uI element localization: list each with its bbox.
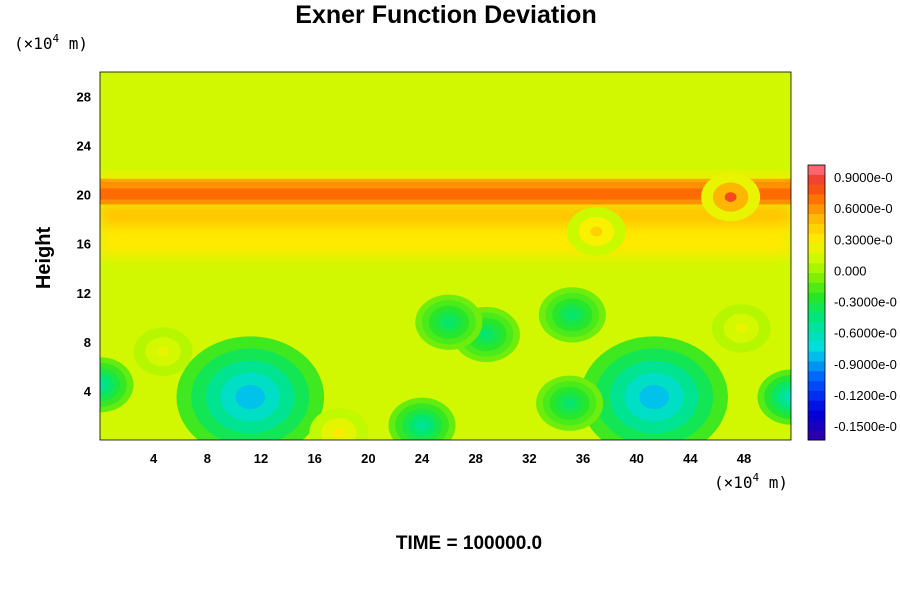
x-tick-label: 40 <box>629 451 643 466</box>
colorbar-swatch <box>808 263 825 274</box>
colorbar-swatch <box>808 400 825 412</box>
colorbar-swatch <box>808 292 825 303</box>
low-center <box>580 336 728 440</box>
colorbar-swatch <box>808 371 825 382</box>
y-tick-label: 28 <box>77 90 91 105</box>
colorbar-swatch <box>808 282 825 294</box>
upper-band-edge <box>100 172 791 179</box>
x-tick-labels: 4 8 12 16 20 24 28 32 36 40 44 48 <box>150 451 751 466</box>
colorbar-swatch <box>808 223 825 235</box>
colorbar-swatch <box>808 214 825 225</box>
high-center <box>701 172 761 222</box>
x-tick-label: 20 <box>361 451 375 466</box>
x-tick-label: 36 <box>576 451 590 466</box>
low-center <box>757 369 791 425</box>
x-tick-label: 24 <box>415 451 430 466</box>
colorbar-swatch <box>808 273 825 284</box>
time-label: TIME = 100000.0 <box>396 533 542 554</box>
colorbar-swatch <box>808 174 825 186</box>
y-axis-label: Height <box>33 227 55 290</box>
colorbar-swatch <box>808 430 825 441</box>
y-unit-label: (×104 m) <box>14 32 88 53</box>
x-tick-label: 28 <box>468 451 482 466</box>
colorbar-swatch <box>808 204 825 215</box>
colorbar-swatch <box>808 302 825 313</box>
low-center <box>415 294 483 350</box>
colorbar-swatch <box>808 410 825 421</box>
colorbar-label: -0.1200e-0 <box>834 388 897 403</box>
high-center <box>133 327 193 376</box>
plot-area <box>100 72 791 440</box>
colorbar-label: 0.000 <box>834 263 867 278</box>
y-tick-label: 16 <box>77 237 91 252</box>
colorbar-label: -0.3000e-0 <box>834 295 897 310</box>
colorbar-swatch <box>808 341 825 353</box>
colorbar-swatch <box>808 420 825 431</box>
y-tick-label: 8 <box>84 335 91 350</box>
y-tick-label: 4 <box>84 384 92 399</box>
x-tick-label: 8 <box>204 451 211 466</box>
colorbar-frame <box>807 164 826 441</box>
plot-frame <box>99 71 792 441</box>
warm-layer-upper <box>100 204 791 226</box>
colorbar-swatch <box>808 184 825 195</box>
colorbar-swatch <box>808 233 825 245</box>
y-tick-label: 20 <box>77 188 91 203</box>
x-tick-label: 48 <box>737 451 751 466</box>
x-tick-label: 32 <box>522 451 536 466</box>
colorbar-label: -0.1500e-0 <box>834 419 897 434</box>
colorbar-label: -0.9000e-0 <box>834 357 897 372</box>
colorbar-swatch <box>808 381 825 392</box>
colorbar-label: -0.6000e-0 <box>834 326 897 341</box>
colorbar-swatch <box>808 331 825 343</box>
colorbar-label: 0.9000e-0 <box>834 170 893 185</box>
y-tick-label: 24 <box>77 139 92 154</box>
x-tick-label: 44 <box>683 451 698 466</box>
x-tick-label: 12 <box>254 451 268 466</box>
colorbar-swatch <box>808 165 825 176</box>
chart-title: Exner Function Deviation <box>295 1 596 29</box>
low-center <box>100 357 134 413</box>
high-center <box>309 408 369 440</box>
colorbar-labels: 0.9000e-0 0.6000e-0 0.3000e-0 0.000 -0.3000e… <box>834 170 897 434</box>
high-center <box>566 207 626 256</box>
colorbar-label: 0.3000e-0 <box>834 232 893 247</box>
colorbar-swatch <box>808 312 825 323</box>
low-center <box>388 397 456 440</box>
x-tick-label: 4 <box>150 451 158 466</box>
low-center <box>536 375 604 431</box>
colorbar-swatch <box>808 322 825 333</box>
colorbar-swatch <box>808 351 825 362</box>
colorbar-swatch <box>808 361 825 372</box>
x-tick-label: 16 <box>307 451 321 466</box>
x-unit-label: (×104 m) <box>714 471 788 492</box>
colorbar-swatch <box>808 253 825 264</box>
colorbar-swatch <box>808 194 825 205</box>
low-center <box>176 336 325 440</box>
low-center <box>538 287 606 343</box>
upper-band-core <box>100 188 791 200</box>
high-center <box>711 304 771 353</box>
colorbar <box>807 164 826 441</box>
colorbar-swatch <box>808 243 825 254</box>
y-tick-labels: 4 8 12 16 20 24 28 <box>77 90 92 399</box>
y-tick-label: 12 <box>77 286 91 301</box>
colorbar-label: 0.6000e-0 <box>834 201 893 216</box>
colorbar-swatch <box>808 390 825 402</box>
